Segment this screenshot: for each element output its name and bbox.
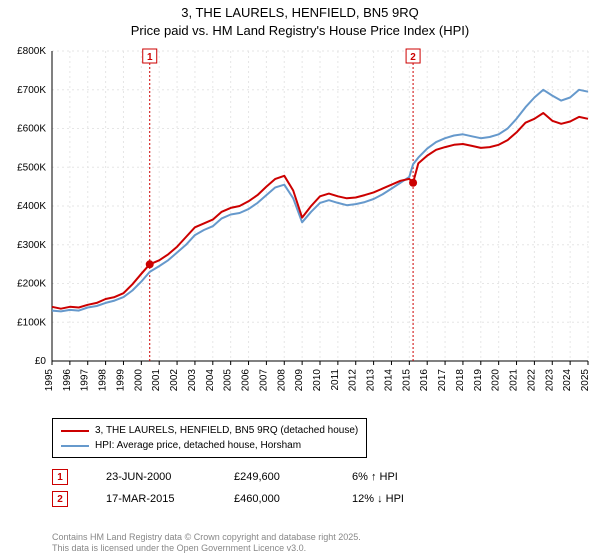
- svg-text:2022: 2022: [526, 369, 537, 392]
- svg-text:1: 1: [147, 52, 153, 63]
- svg-text:2011: 2011: [330, 369, 341, 391]
- marker-row-1: 1 23-JUN-2000 £249,600 6% ↑ HPI: [52, 466, 404, 488]
- svg-text:2003: 2003: [187, 369, 198, 392]
- svg-text:£600K: £600K: [17, 124, 46, 135]
- line-chart-svg: £0 £100K £200K £300K £400K £500K £600K £700K £80…: [0, 43, 600, 413]
- svg-text:2: 2: [410, 52, 416, 63]
- marker-date-2: 17-MAR-2015: [106, 493, 196, 505]
- credit-line-2: This data is licensed under the Open Gov…: [52, 543, 361, 554]
- svg-text:1999: 1999: [115, 369, 126, 392]
- svg-text:£0: £0: [35, 356, 47, 367]
- svg-text:£800K: £800K: [17, 46, 46, 57]
- credit-block: Contains HM Land Registry data © Crown c…: [52, 532, 361, 555]
- title-line-1: 3, THE LAURELS, HENFIELD, BN5 9RQ: [0, 4, 600, 22]
- title-line-2: Price paid vs. HM Land Registry's House …: [0, 22, 600, 40]
- legend-item-2: HPI: Average price, detached house, Hors…: [61, 438, 358, 453]
- svg-text:2000: 2000: [133, 369, 144, 392]
- marker-date-1: 23-JUN-2000: [106, 471, 196, 483]
- svg-text:2020: 2020: [491, 369, 502, 392]
- svg-text:2017: 2017: [437, 369, 448, 392]
- legend-label-2: HPI: Average price, detached house, Hors…: [95, 438, 301, 453]
- svg-text:2001: 2001: [151, 369, 162, 392]
- svg-text:2005: 2005: [223, 369, 234, 392]
- legend-swatch-1: [61, 430, 89, 432]
- svg-text:1997: 1997: [80, 369, 91, 392]
- marker-table: 1 23-JUN-2000 £249,600 6% ↑ HPI 2 17-MAR…: [52, 466, 404, 510]
- svg-text:1996: 1996: [62, 369, 73, 392]
- marker-badge-1: 1: [52, 469, 68, 485]
- svg-text:2023: 2023: [544, 369, 555, 392]
- marker-row-2: 2 17-MAR-2015 £460,000 12% ↓ HPI: [52, 488, 404, 510]
- svg-text:2010: 2010: [312, 369, 323, 392]
- svg-text:£100K: £100K: [17, 317, 46, 328]
- chart-area: £0 £100K £200K £300K £400K £500K £600K £700K £80…: [0, 43, 600, 413]
- title-block: 3, THE LAURELS, HENFIELD, BN5 9RQ Price …: [0, 0, 600, 39]
- marker-delta-2: 12% ↓ HPI: [352, 493, 404, 505]
- legend-item-1: 3, THE LAURELS, HENFIELD, BN5 9RQ (detac…: [61, 423, 358, 438]
- credit-line-1: Contains HM Land Registry data © Crown c…: [52, 532, 361, 543]
- svg-text:£200K: £200K: [17, 279, 46, 290]
- svg-text:2009: 2009: [294, 369, 305, 392]
- svg-text:1998: 1998: [98, 369, 109, 392]
- svg-text:2004: 2004: [205, 369, 216, 392]
- chart-container: 3, THE LAURELS, HENFIELD, BN5 9RQ Price …: [0, 0, 600, 560]
- svg-text:2024: 2024: [562, 369, 573, 392]
- svg-text:2006: 2006: [241, 369, 252, 392]
- marker-price-2: £460,000: [234, 493, 314, 505]
- svg-text:2002: 2002: [169, 369, 180, 392]
- svg-text:2008: 2008: [276, 369, 287, 392]
- marker-delta-1: 6% ↑ HPI: [352, 471, 398, 483]
- svg-text:£300K: £300K: [17, 240, 46, 251]
- svg-text:2007: 2007: [258, 369, 269, 392]
- svg-text:£500K: £500K: [17, 162, 46, 173]
- legend-label-1: 3, THE LAURELS, HENFIELD, BN5 9RQ (detac…: [95, 423, 358, 438]
- svg-text:2021: 2021: [509, 369, 520, 392]
- svg-text:2019: 2019: [473, 369, 484, 392]
- svg-text:1995: 1995: [44, 369, 55, 392]
- svg-text:2025: 2025: [580, 369, 591, 392]
- svg-text:2018: 2018: [455, 369, 466, 392]
- svg-text:2012: 2012: [348, 369, 359, 392]
- legend-swatch-2: [61, 445, 89, 447]
- svg-text:2016: 2016: [419, 369, 430, 392]
- marker-price-1: £249,600: [234, 471, 314, 483]
- svg-text:£400K: £400K: [17, 201, 46, 212]
- svg-text:£700K: £700K: [17, 85, 46, 96]
- svg-text:2015: 2015: [401, 369, 412, 392]
- svg-text:2013: 2013: [366, 369, 377, 392]
- marker-badge-2: 2: [52, 491, 68, 507]
- legend: 3, THE LAURELS, HENFIELD, BN5 9RQ (detac…: [52, 418, 367, 458]
- svg-text:2014: 2014: [383, 369, 394, 392]
